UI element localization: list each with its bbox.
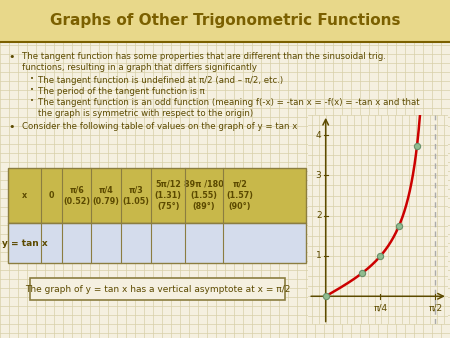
Text: 4: 4 <box>316 130 321 140</box>
Text: 0: 0 <box>49 191 54 200</box>
Text: π/4: π/4 <box>374 304 387 313</box>
Text: •: • <box>30 87 34 93</box>
Text: The tangent function is undefined at π/2 (and – π/2, etc.): The tangent function is undefined at π/2… <box>38 76 283 85</box>
Text: π/2
(1.57)
(90°): π/2 (1.57) (90°) <box>226 180 253 211</box>
Text: 3: 3 <box>316 171 321 180</box>
Bar <box>30 278 285 300</box>
Text: 1: 1 <box>316 251 321 261</box>
Text: π/4
(0.79): π/4 (0.79) <box>93 186 120 206</box>
Text: The tangent function has some properties that are different than the sinusoidal : The tangent function has some properties… <box>22 52 386 61</box>
Text: •: • <box>8 52 14 62</box>
Bar <box>8 223 306 263</box>
Text: •: • <box>30 76 34 82</box>
Text: π/2: π/2 <box>428 304 442 313</box>
Text: the graph is symmetric with respect to the origin): the graph is symmetric with respect to t… <box>38 109 253 118</box>
Text: 2: 2 <box>316 211 321 220</box>
Text: Graphs of Other Trigonometric Functions: Graphs of Other Trigonometric Functions <box>50 14 400 28</box>
Text: 5π/12
(1.31)
(75°): 5π/12 (1.31) (75°) <box>155 180 182 211</box>
Text: x: x <box>22 191 27 200</box>
Text: π/3
(1.05): π/3 (1.05) <box>123 186 150 206</box>
Text: Consider the following table of values on the graph of y = tan x: Consider the following table of values o… <box>22 122 297 131</box>
Text: 89π /180
(1.55)
(89°): 89π /180 (1.55) (89°) <box>184 180 224 211</box>
Bar <box>0 0 450 42</box>
Text: The tangent function is an odd function (meaning f(-x) = -tan x = -f(x) = -tan x: The tangent function is an odd function … <box>38 98 419 107</box>
Text: y = tan x: y = tan x <box>2 239 47 247</box>
Text: •: • <box>8 122 14 132</box>
Text: π/6
(0.52): π/6 (0.52) <box>63 186 90 206</box>
Bar <box>8 168 306 223</box>
Text: The graph of y = tan x has a vertical asymptote at x = π/2: The graph of y = tan x has a vertical as… <box>25 285 290 293</box>
Text: functions, resulting in a graph that differs significantly: functions, resulting in a graph that dif… <box>22 63 257 72</box>
Text: The period of the tangent function is π: The period of the tangent function is π <box>38 87 205 96</box>
Text: •: • <box>30 98 34 104</box>
